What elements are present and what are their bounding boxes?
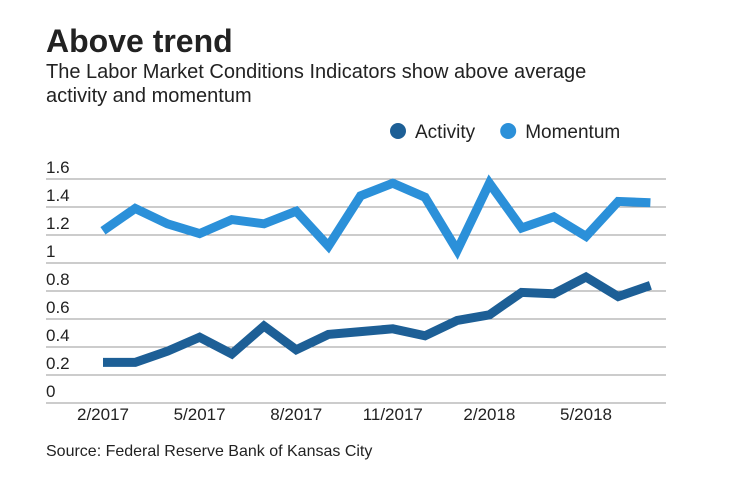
y-tick-label: 0.4 — [46, 326, 70, 345]
y-tick-label: 0 — [46, 382, 55, 401]
x-tick-label: 8/2017 — [270, 405, 322, 424]
x-tick-label: 2/2017 — [77, 405, 129, 424]
y-tick-label: 0.2 — [46, 354, 70, 373]
y-tick-label: 0.6 — [46, 298, 70, 317]
data-line — [100, 174, 651, 260]
chart-subtitle: The Labor Market Conditions Indicators s… — [46, 61, 587, 107]
y-tick-label: 1.4 — [46, 186, 70, 205]
y-tick-label: 1 — [46, 242, 55, 261]
legend-swatch — [500, 123, 517, 139]
x-tick-label: 5/2017 — [174, 405, 226, 424]
legend-swatch — [390, 123, 406, 139]
chart-title: Above trend — [46, 23, 233, 59]
y-tick-label: 1.6 — [46, 158, 70, 177]
x-tick-label: 5/2018 — [560, 405, 612, 424]
subtitle-box: The Labor Market Conditions Indicators s… — [46, 61, 587, 107]
legend-label: Momentum — [525, 122, 620, 143]
y-tick-label: 0.8 — [46, 270, 70, 289]
x-tick-label: 2/2018 — [463, 405, 515, 424]
source: Source: Federal Reserve Bank of Kansas C… — [46, 443, 372, 460]
y-tick-label: 1.2 — [46, 214, 70, 233]
x-tick-label: 11/2017 — [363, 405, 423, 424]
legend-label: Activity — [415, 122, 476, 143]
data-line — [103, 271, 652, 367]
